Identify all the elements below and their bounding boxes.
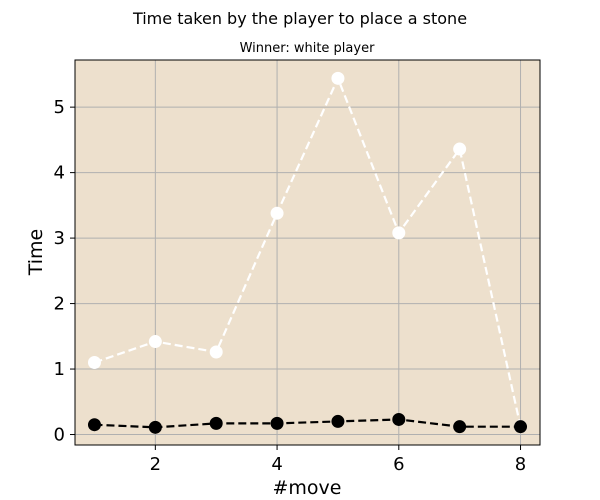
data-point bbox=[331, 71, 345, 85]
y-tick-label: 0 bbox=[54, 425, 65, 446]
series-line bbox=[94, 418, 521, 429]
y-tick-label: 4 bbox=[54, 163, 65, 184]
x-axis: 2 4 6 8 bbox=[150, 445, 526, 475]
y-tick-label: 5 bbox=[54, 97, 65, 118]
chart-title: Winner: white player bbox=[240, 41, 376, 56]
x-tick-label: 6 bbox=[393, 454, 404, 475]
data-point bbox=[87, 356, 101, 369]
series-layer bbox=[87, 71, 528, 434]
y-tick-label: 1 bbox=[54, 359, 65, 380]
data-point bbox=[209, 416, 223, 430]
x-axis-label: #move bbox=[273, 477, 342, 499]
x-tick-label: 8 bbox=[515, 454, 526, 475]
data-point bbox=[514, 420, 528, 434]
y-axis: 0 1 2 3 4 5 bbox=[54, 97, 75, 446]
series-2 bbox=[87, 412, 528, 434]
data-point bbox=[453, 420, 467, 434]
series-1 bbox=[87, 71, 528, 434]
grid bbox=[75, 60, 540, 445]
data-point bbox=[270, 206, 284, 220]
plot-area bbox=[75, 60, 540, 445]
data-point bbox=[331, 414, 345, 428]
data-point bbox=[392, 412, 406, 426]
data-point bbox=[148, 420, 162, 434]
plot-frame bbox=[74, 59, 541, 446]
series-line bbox=[94, 75, 522, 427]
y-tick-label: 3 bbox=[54, 228, 65, 249]
data-point bbox=[392, 226, 406, 240]
data-point bbox=[87, 418, 101, 432]
chart-suptitle: Time taken by the player to place a ston… bbox=[132, 9, 467, 28]
x-tick-label: 2 bbox=[150, 454, 161, 475]
data-point bbox=[453, 142, 467, 156]
data-point bbox=[209, 345, 223, 359]
x-tick-label: 4 bbox=[271, 454, 282, 475]
y-axis-label: Time bbox=[25, 229, 47, 277]
data-point bbox=[270, 416, 284, 430]
y-tick-label: 2 bbox=[54, 294, 65, 315]
data-point bbox=[148, 335, 162, 349]
